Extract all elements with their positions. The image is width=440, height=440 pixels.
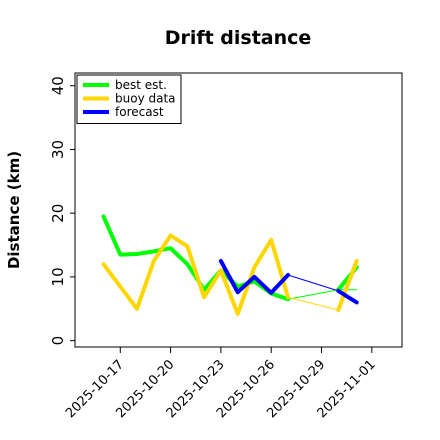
y-axis-label: Distance (km) — [5, 151, 23, 269]
legend-label-2: forecast — [115, 105, 164, 119]
x-ticks: 2025-10-172025-10-202025-10-232025-10-26… — [63, 347, 379, 421]
series-layer — [101, 214, 359, 316]
series-line-8 — [336, 288, 359, 305]
y-tick-label-0: 0 — [49, 336, 67, 346]
series-line-3 — [101, 233, 290, 316]
chart-title: Drift distance — [165, 27, 312, 49]
series-line-5 — [336, 259, 359, 312]
y-tick-label-2: 20 — [49, 204, 67, 223]
series-line-6 — [218, 259, 290, 295]
series-line-4 — [287, 296, 339, 311]
y-ticks: 0 10 20 30 40 — [49, 76, 75, 345]
series-line-7 — [287, 274, 339, 292]
y-tick-label-1: 10 — [49, 267, 67, 286]
legend-label-0: best est. — [115, 78, 167, 92]
y-tick-label-3: 30 — [49, 140, 67, 159]
legend-label-1: buoy data — [115, 92, 176, 106]
y-tick-label-4: 40 — [49, 76, 67, 95]
